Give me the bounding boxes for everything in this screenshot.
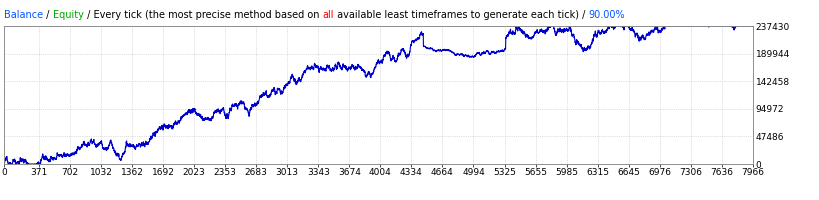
Text: / Every tick (the most precise method based on: / Every tick (the most precise method ba… [84, 10, 322, 20]
Text: Balance: Balance [4, 10, 43, 20]
Text: /: / [43, 10, 52, 20]
Text: available least timeframes to generate each tick) /: available least timeframes to generate e… [333, 10, 587, 20]
Text: all: all [322, 10, 333, 20]
Text: 90.00%: 90.00% [587, 10, 624, 20]
Text: Equity: Equity [52, 10, 84, 20]
